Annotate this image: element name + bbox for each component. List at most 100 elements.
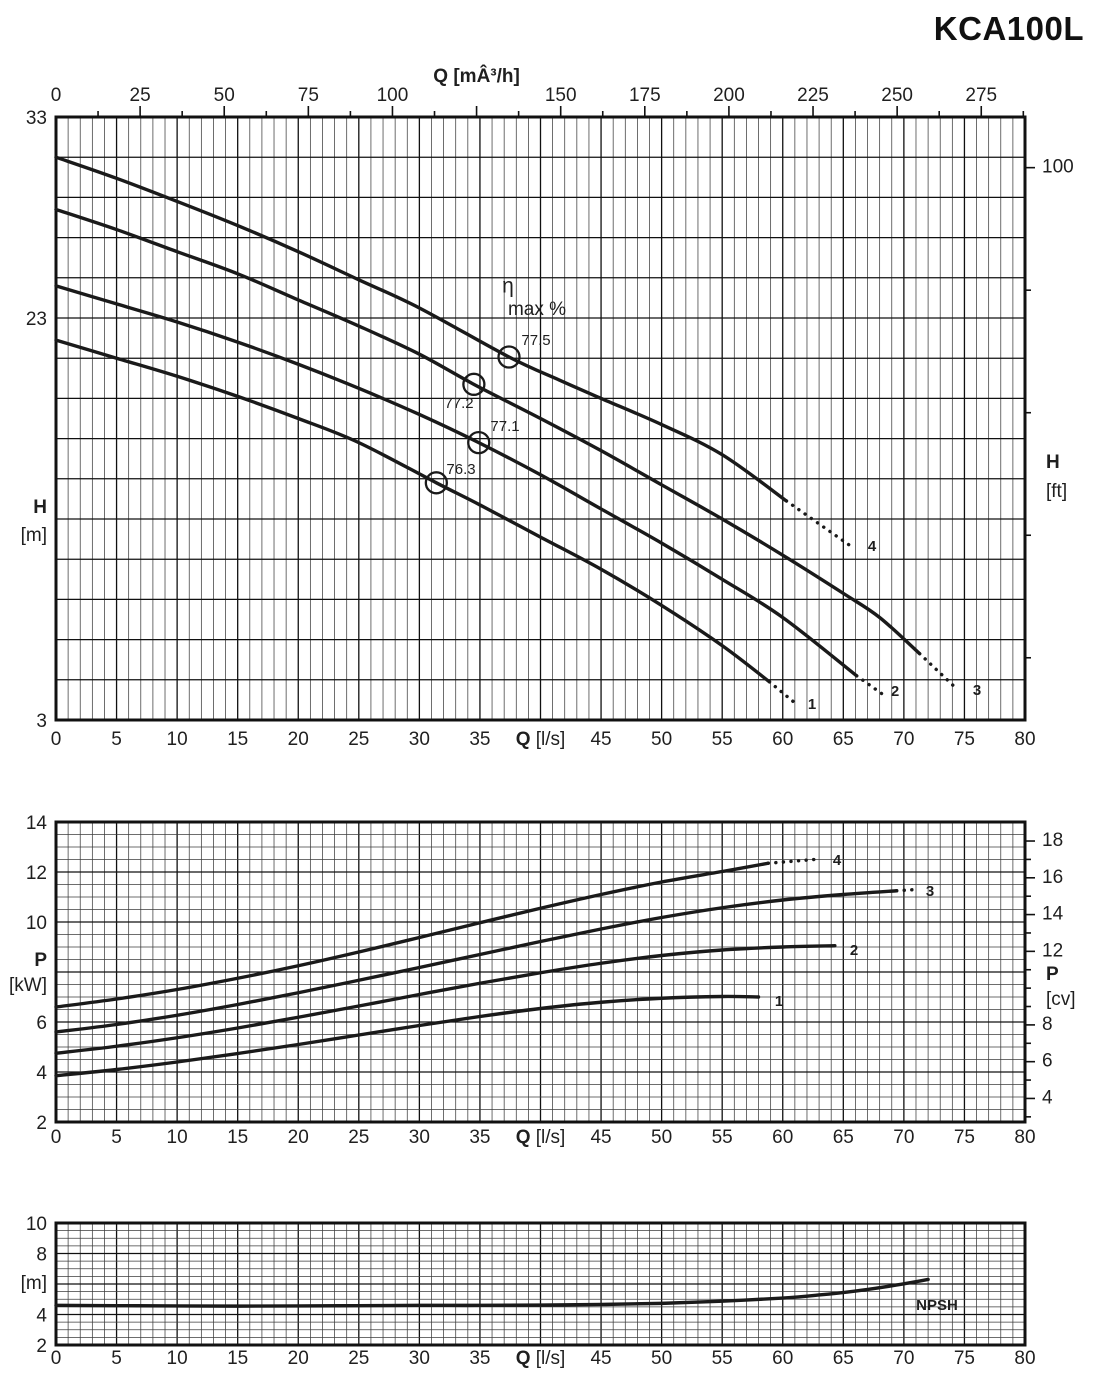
bottom-tick-label: 15 — [227, 1127, 248, 1148]
efficiency-value: 76.3 — [446, 461, 475, 478]
bottom-tick-label: 35 — [469, 729, 490, 750]
npsh-curve-chart: 10 8 4 2 [m] 0 5 10 15 20 25 30 35 45 50 55 60 65 70 75 80 Q … — [21, 1214, 1036, 1369]
curve-1: 1 — [54, 993, 783, 1078]
left-axis-unit: [kW] — [9, 975, 47, 996]
curve-dotted-extension — [766, 857, 816, 865]
left-tick-label: 14 — [26, 813, 48, 834]
curve-dotted-extension — [784, 499, 852, 547]
plot-border — [54, 115, 1027, 722]
bottom-tick-label: 5 — [111, 1348, 122, 1369]
curve-label: 2 — [850, 942, 858, 959]
grid — [56, 117, 1025, 720]
curve-line — [54, 207, 922, 656]
left-tick-label: 23 — [26, 309, 47, 330]
curve-4: 4 — [54, 852, 842, 1009]
bottom-tick-label: 65 — [833, 1127, 854, 1148]
bottom-axis-title: Q [l/s] — [516, 1127, 566, 1148]
curve-label: 3 — [926, 883, 934, 900]
right-axis-title: P — [1046, 964, 1059, 985]
left-tick-label: 6 — [36, 1013, 47, 1034]
efficiency-marker: 76.3 — [424, 461, 476, 495]
right-tick-label: 8 — [1042, 1014, 1053, 1035]
bottom-tick-label: 70 — [893, 1127, 914, 1148]
bottom-tick-label: 15 — [227, 1348, 248, 1369]
curve-line — [54, 338, 772, 684]
bottom-axis: 0 5 10 15 20 25 30 35 45 50 55 60 65 70 75 80 Q [l/s] — [51, 1127, 1036, 1148]
grid — [56, 822, 1025, 1122]
top-axis-title: Q [mÂ³/h] — [433, 65, 520, 87]
bottom-tick-label: 20 — [288, 729, 309, 750]
left-tick-label: 4 — [36, 1306, 47, 1327]
plot-border — [54, 1221, 1027, 1347]
bottom-tick-label: 55 — [712, 1348, 733, 1369]
curve-1: 1 — [54, 338, 816, 713]
top-tick-label: 200 — [713, 85, 745, 106]
curve-label: 2 — [891, 683, 899, 700]
bottom-tick-label: 50 — [651, 1127, 672, 1148]
top-tick-label: 75 — [298, 85, 319, 106]
left-axis-unit: [m] — [21, 525, 47, 546]
efficiency-marker: 77.5 — [497, 332, 551, 369]
left-tick-label: 4 — [36, 1063, 47, 1084]
top-axis: 0 25 50 75 100 150 175 200 225 250 275 Q [mÂ³/h] — [51, 65, 1025, 117]
efficiency-point-circle — [462, 372, 486, 396]
left-tick-label: 10 — [26, 1214, 47, 1235]
bottom-tick-label: 20 — [288, 1127, 309, 1148]
right-tick-label: 6 — [1042, 1051, 1053, 1072]
top-tick-label: 150 — [545, 85, 577, 106]
efficiency-value: 77.5 — [521, 332, 550, 349]
bottom-tick-label: 30 — [409, 1127, 430, 1148]
right-axis-unit: [ft] — [1046, 481, 1067, 502]
bottom-tick-label: 10 — [167, 729, 188, 750]
bottom-tick-label: 10 — [167, 1348, 188, 1369]
bottom-axis: 0 5 10 15 20 25 30 35 45 50 55 60 65 70 75 80 Q [l/s] — [51, 729, 1036, 750]
bottom-tick-label: 75 — [954, 1348, 975, 1369]
bottom-tick-label: 0 — [51, 1127, 62, 1148]
right-tick-label: 18 — [1042, 830, 1063, 851]
right-tick-label: 4 — [1042, 1087, 1053, 1108]
left-axis: 14 12 10 6 4 2 P [kW] — [9, 813, 47, 1134]
left-tick-label: 12 — [26, 863, 47, 884]
page-title: KCA100L — [933, 10, 1084, 47]
right-tick-label: 100 — [1042, 157, 1074, 178]
efficiency-point-circle — [497, 345, 521, 369]
left-axis-unit: [m] — [21, 1273, 47, 1294]
curve-dotted-extension — [917, 651, 956, 688]
left-tick-label: 8 — [36, 1245, 47, 1266]
right-tick-label: 12 — [1042, 940, 1063, 961]
bottom-tick-label: 30 — [409, 729, 430, 750]
curve-2: 2 — [54, 284, 899, 700]
bottom-tick-label: 35 — [469, 1348, 490, 1369]
curve-2: 2 — [54, 942, 858, 1055]
bottom-tick-label: 5 — [111, 729, 122, 750]
curve-3: 3 — [54, 883, 934, 1034]
curve-line — [54, 1277, 930, 1308]
left-tick-label: 10 — [26, 913, 47, 934]
right-axis: 100 H [ft] — [1025, 157, 1074, 659]
bottom-tick-label: 60 — [772, 729, 793, 750]
top-tick-label: 50 — [214, 85, 235, 106]
bottom-tick-label: 0 — [51, 1348, 62, 1369]
right-axis-title: H — [1046, 452, 1060, 473]
efficiency-value: 77.1 — [490, 418, 519, 435]
bottom-tick-label: 25 — [348, 1348, 369, 1369]
curve-label: 4 — [868, 538, 877, 555]
top-tick-label: 275 — [965, 85, 997, 106]
curve-line — [54, 889, 899, 1034]
bottom-tick-label: 70 — [893, 729, 914, 750]
bottom-tick-label: 70 — [893, 1348, 914, 1369]
grid — [56, 1223, 1025, 1345]
bottom-tick-label: 35 — [469, 1127, 490, 1148]
curve-label: 4 — [833, 852, 842, 869]
efficiency-value: 77.2 — [444, 395, 473, 412]
top-tick-label: 225 — [797, 85, 829, 106]
bottom-axis-title: Q [l/s] — [516, 729, 566, 750]
left-tick-label: 2 — [36, 1336, 47, 1357]
top-tick-label: 250 — [881, 85, 913, 106]
left-tick-label: 2 — [36, 1113, 47, 1134]
curve-dotted-extension — [767, 680, 801, 708]
top-tick-label: 100 — [377, 85, 409, 106]
